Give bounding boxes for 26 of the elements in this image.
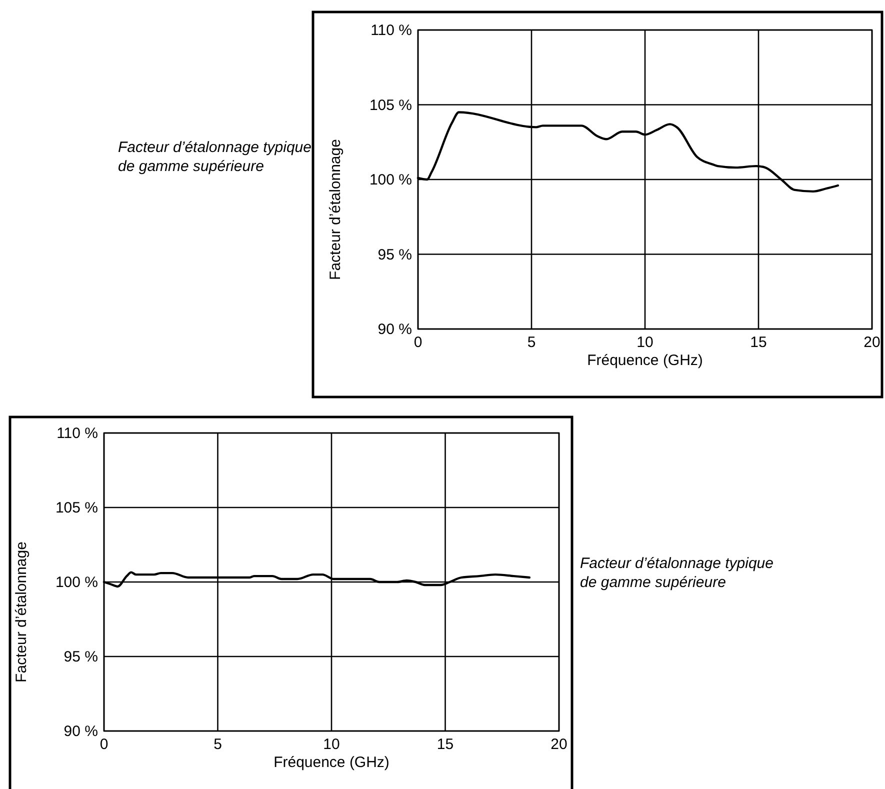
y-tick-label: 100 %: [369, 172, 412, 188]
x-tick-label: 0: [414, 334, 422, 351]
x-tick-label: 10: [323, 736, 340, 753]
x-tick-label: 20: [864, 334, 880, 351]
y-tick-label: 90 %: [64, 723, 98, 740]
y-tick-label: 90 %: [378, 321, 412, 338]
x-tick-label: 5: [214, 736, 222, 753]
x-tick-label: 5: [527, 334, 536, 351]
x-tick-label: 0: [100, 736, 108, 753]
y-tick-label: 110 %: [370, 22, 412, 39]
y-tick-label: 105 %: [369, 96, 412, 114]
y-tick-label: 95 %: [64, 648, 98, 666]
x-tick-label: 15: [436, 736, 454, 753]
x-axis-title: Fréquence (GHz): [587, 352, 703, 369]
y-tick-label: 100 %: [55, 574, 98, 591]
x-tick-label: 20: [550, 736, 568, 753]
text: Facteur d’étalonnage typique de gamme supérieure: [580, 555, 774, 591]
x-axis-title: Fréquence (GHz): [274, 754, 390, 771]
y-axis-title: Facteur d’étalonnage: [327, 139, 344, 280]
y-tick-label: 95 %: [378, 246, 412, 264]
x-tick-label: 10: [636, 334, 654, 351]
y-axis-title: Facteur d’étalonnage: [13, 542, 30, 682]
y-tick-label: 110 %: [56, 425, 98, 442]
y-tick-label: 105 %: [55, 500, 98, 516]
text: Facteur d’étalonnage typique de gamme supérieure: [118, 139, 312, 175]
x-tick-label: 15: [750, 334, 767, 351]
